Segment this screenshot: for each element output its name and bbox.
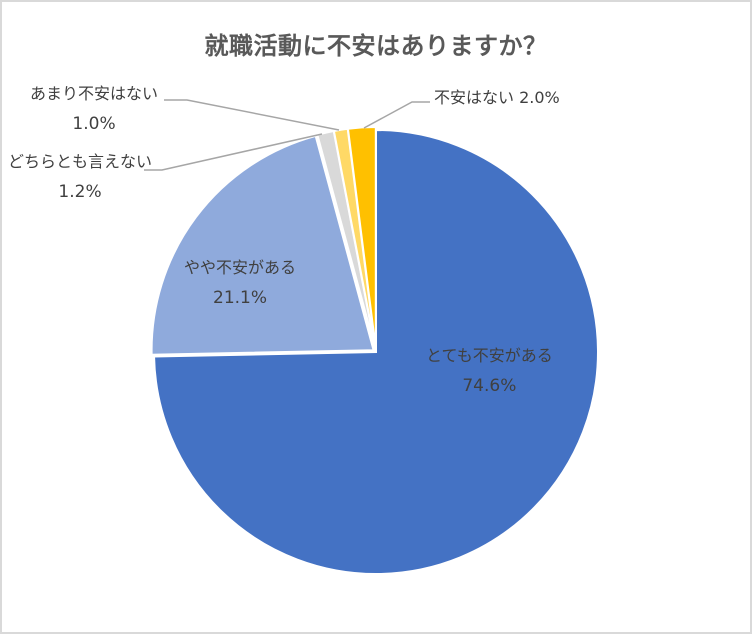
label-neutral-pct: 1.2% bbox=[58, 182, 102, 202]
label-not-very-worried: あまり不安はない 1.0% bbox=[30, 86, 158, 133]
pie-slices bbox=[150, 126, 599, 575]
label-not-worried: 不安はない 2.0% bbox=[434, 90, 560, 106]
label-somewhat-worried: やや不安がある 21.1% bbox=[184, 260, 296, 307]
slice-not-worried bbox=[346, 126, 377, 350]
slice-very-worried bbox=[153, 128, 599, 575]
leader-lines bbox=[144, 99, 430, 171]
leader-line-not-worried bbox=[363, 101, 430, 129]
label-not-very-worried-pct: 1.0% bbox=[72, 114, 116, 134]
label-somewhat-worried-name: やや不安がある bbox=[184, 258, 297, 277]
leader-line-neutral bbox=[144, 133, 323, 171]
label-somewhat-worried-pct: 21.1% bbox=[213, 288, 268, 308]
label-not-worried-text: 不安はない 2.0% bbox=[434, 88, 560, 107]
label-very-worried-pct: 74.6% bbox=[462, 376, 517, 396]
label-neutral-name: どちらとも言えない bbox=[8, 152, 153, 171]
slice-somewhat-worried bbox=[150, 134, 375, 356]
label-very-worried: とても不安がある 74.6% bbox=[426, 348, 553, 395]
chart-title: 就職活動に不安はありますか？ bbox=[204, 32, 548, 60]
label-very-worried-name: とても不安がある bbox=[426, 346, 553, 365]
label-not-very-worried-name: あまり不安はない bbox=[30, 84, 159, 103]
leader-line-not-very-worried bbox=[164, 99, 340, 131]
label-neutral: どちらとも言えない 1.2% bbox=[8, 154, 152, 201]
